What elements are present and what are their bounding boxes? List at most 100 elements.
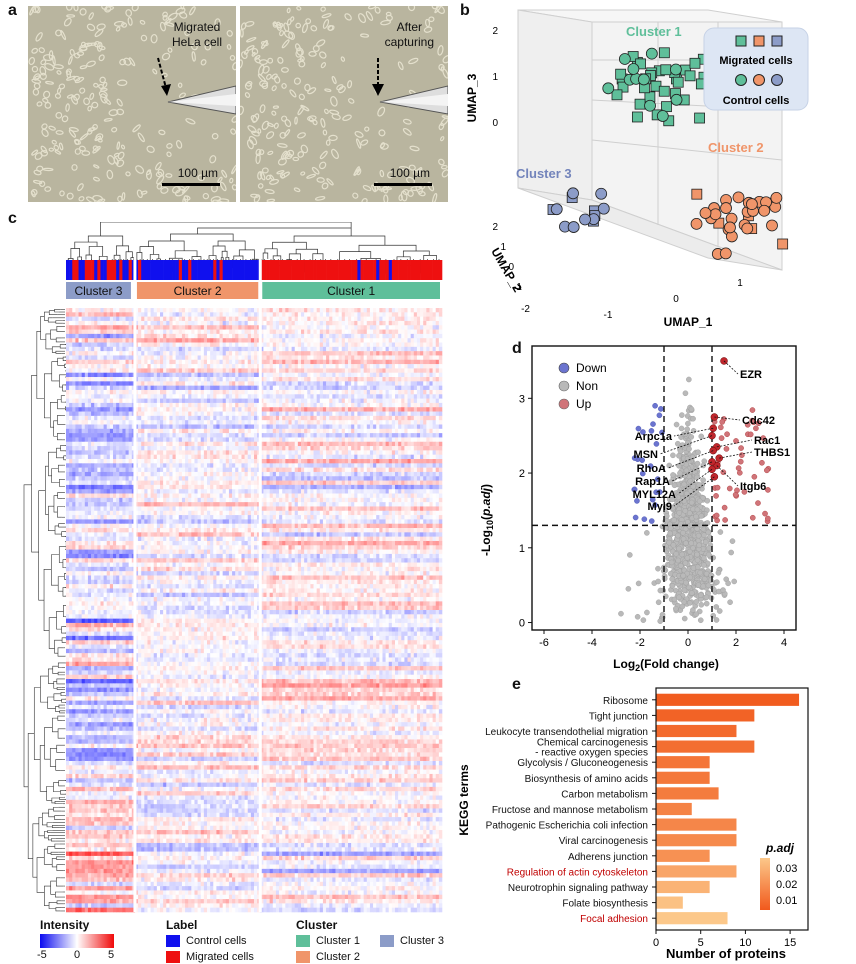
- heatmap-cell: [106, 338, 111, 343]
- cell-outline: [301, 23, 308, 34]
- heatmap-cell: [348, 385, 352, 391]
- heatmap-cell: [304, 338, 308, 343]
- heatmap-cell: [385, 385, 390, 391]
- heatmap-cell: [341, 394, 346, 399]
- heatmap-cell: [297, 407, 302, 412]
- heatmap-cell: [254, 359, 258, 365]
- heatmap-cell: [338, 433, 343, 438]
- cell-outline: [210, 196, 221, 202]
- heatmap-cell: [285, 420, 289, 425]
- heatmap-cell: [97, 308, 101, 313]
- heatmap-cell: [420, 385, 424, 391]
- heatmap-cell: [407, 372, 411, 378]
- cell-outline: [379, 169, 385, 178]
- heatmap-cell: [266, 411, 270, 417]
- heatmap-cell: [103, 346, 108, 352]
- heatmap-cell: [351, 338, 355, 343]
- cell-outline: [56, 70, 62, 75]
- heatmap-cell: [272, 433, 277, 438]
- heatmap-cell: [429, 424, 433, 430]
- heatmap-cell: [144, 407, 148, 412]
- heatmap-cell: [407, 433, 411, 438]
- heatmap-cell: [401, 381, 405, 386]
- heatmap-cell: [87, 308, 92, 313]
- label-bar-cell: [84, 260, 89, 280]
- cell-outline: [83, 42, 93, 47]
- heatmap-cell: [147, 420, 151, 425]
- cell-outline: [307, 87, 317, 95]
- heatmap-cell: [81, 385, 86, 391]
- heatmap-cell: [222, 424, 227, 430]
- heatmap-cell: [241, 433, 245, 438]
- heatmap-cell: [178, 402, 183, 408]
- heatmap-cell: [391, 368, 396, 374]
- heatmap-cell: [351, 377, 355, 382]
- heatmap-cell: [438, 368, 443, 374]
- heatmap-cell: [210, 381, 214, 386]
- heatmap-cell: [160, 407, 164, 412]
- heatmap-cell: [313, 364, 317, 369]
- label-bar-cell: [423, 260, 427, 280]
- heatmap-cell: [304, 333, 308, 339]
- heatmap-cell: [238, 346, 242, 352]
- heatmap-cell: [197, 372, 202, 378]
- heatmap-cell: [385, 437, 390, 443]
- heatmap-cell: [388, 364, 393, 369]
- heatmap-cell: [410, 342, 415, 348]
- heatmap-cell: [322, 389, 327, 395]
- label-bar-cell: [335, 260, 339, 280]
- heatmap-cell: [332, 433, 336, 438]
- heatmap-cell: [172, 351, 176, 356]
- heatmap-cell: [438, 420, 443, 425]
- heatmap-cell: [338, 398, 343, 404]
- heatmap-cell: [147, 368, 151, 374]
- heatmap-cell: [304, 351, 308, 356]
- heatmap-cell: [275, 368, 280, 374]
- heatmap-cell: [163, 320, 167, 326]
- cell-outline: [132, 124, 141, 133]
- heatmap-cell: [163, 385, 167, 391]
- heatmap-cell: [338, 329, 343, 335]
- heatmap-cell: [376, 381, 380, 386]
- heatmap-cell: [416, 441, 421, 447]
- heatmap-cell: [269, 316, 274, 322]
- heatmap-cell: [250, 325, 255, 330]
- heatmap-cell: [160, 424, 164, 430]
- heatmap-cell: [169, 355, 173, 361]
- heatmap-cell: [166, 351, 170, 356]
- label-bar-cell: [169, 260, 173, 280]
- heatmap-cell: [310, 389, 314, 395]
- heatmap-cell: [166, 441, 170, 447]
- heatmap-cell: [244, 338, 249, 343]
- heatmap-cell: [141, 415, 145, 421]
- heatmap-cell: [188, 316, 192, 322]
- heatmap-cell: [263, 433, 267, 438]
- heatmap-cell: [319, 441, 324, 447]
- heatmap-cell: [69, 325, 73, 330]
- heatmap-cell: [103, 338, 108, 343]
- cell-outline: [311, 166, 320, 175]
- heatmap-cell: [432, 355, 437, 361]
- heatmap-cell: [388, 420, 393, 425]
- heatmap-cell: [87, 424, 92, 430]
- heatmap-cell: [335, 402, 339, 408]
- cell-outline: [271, 85, 277, 92]
- heatmap-cell: [275, 411, 280, 417]
- heatmap-cell: [235, 312, 239, 317]
- heatmap-cell: [178, 364, 183, 369]
- heatmap-cell: [97, 437, 101, 443]
- heatmap-cell: [357, 346, 361, 352]
- heatmap-cell: [210, 389, 214, 395]
- heatmap-cell: [269, 411, 274, 417]
- dendrogram-branch: [55, 320, 63, 324]
- heatmap-cell: [144, 364, 148, 369]
- heatmap-cell: [391, 355, 396, 361]
- heatmap-cell: [181, 407, 186, 412]
- heatmap-cell: [254, 333, 258, 339]
- heatmap-cell: [84, 420, 89, 425]
- label-bar-cell: [94, 260, 98, 280]
- heatmap-cell: [78, 320, 82, 326]
- heatmap-cell: [128, 398, 133, 404]
- heatmap-cell: [100, 398, 104, 404]
- heatmap-cell: [78, 407, 82, 412]
